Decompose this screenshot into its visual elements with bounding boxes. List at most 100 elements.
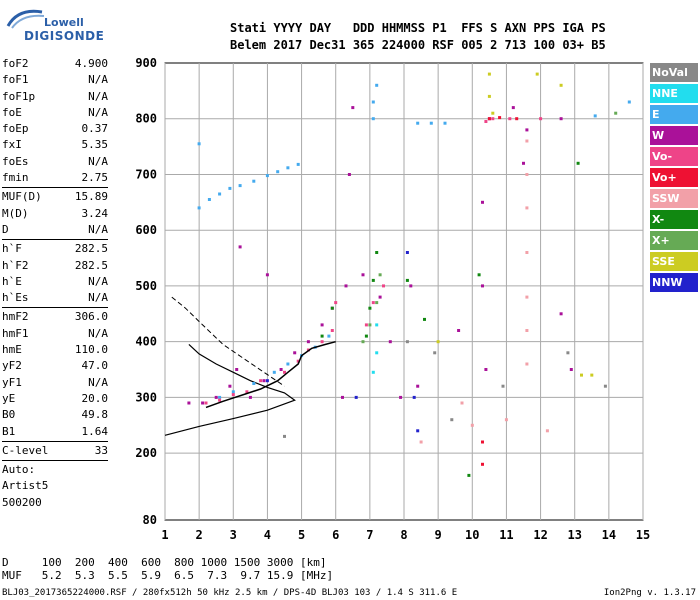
data-point-w [201, 401, 205, 405]
data-point-ssw [504, 418, 508, 422]
param-row: foF1 N/A [2, 72, 108, 88]
x-tick-label: 12 [533, 528, 547, 542]
chart-legend: NoVal NNE E W Vo- Vo+ SSW X- X+ SSE NNW [650, 63, 698, 294]
data-point-vo- [382, 284, 385, 288]
param-label: MUF(D) [2, 190, 42, 204]
data-point-e [207, 198, 211, 201]
param-label: h`Es [2, 291, 29, 305]
station-header: Stati YYYY DAY DDD HHMMSS P1 FFS S AXN P… [230, 20, 606, 54]
data-point-nnw [265, 379, 269, 383]
param-value: 49.8 [81, 408, 109, 422]
data-point-e [228, 186, 232, 190]
logo-swoosh-icon [6, 9, 45, 29]
data-point-noval [450, 418, 454, 422]
data-point-e [231, 390, 235, 394]
param-value: N/A [88, 222, 108, 236]
data-point-w [559, 117, 563, 121]
data-point-sse [487, 72, 491, 76]
param-row: 500200 [2, 495, 108, 511]
data-point-ssw [470, 423, 474, 427]
data-point-e [416, 121, 420, 125]
param-label: fxI [2, 138, 22, 152]
data-point-vo- [259, 379, 263, 383]
param-value: 3.24 [81, 206, 109, 220]
data-point-vo- [371, 301, 375, 305]
data-point-w [187, 401, 191, 405]
param-row: Auto: [2, 462, 108, 478]
data-point-w [248, 395, 252, 399]
param-value: N/A [88, 73, 108, 87]
data-point-nne [371, 370, 375, 374]
param-label: hmE [2, 343, 22, 357]
legend-item-nne: NNE [650, 84, 698, 103]
x-tick-label: 3 [230, 528, 237, 542]
param-label: fmin [2, 171, 29, 185]
param-row: hmE 110.0 [2, 342, 108, 358]
param-label: M(D) [2, 206, 29, 220]
param-label: D [2, 222, 9, 236]
data-point-vo- [320, 340, 324, 344]
data-point-e [276, 170, 280, 174]
data-point-w [457, 329, 461, 332]
param-label: h`F2 [2, 258, 29, 272]
param-row: foEp 0.37 [2, 121, 108, 137]
y-tick-label: 700 [135, 167, 157, 181]
data-point-vo- [283, 370, 286, 374]
y-tick-label: 600 [135, 223, 157, 237]
param-label: h`F [2, 242, 22, 256]
param-value: 15.89 [74, 190, 108, 204]
param-value: 2.75 [81, 171, 109, 185]
data-point-w [306, 340, 310, 344]
data-point-e [627, 100, 631, 104]
y-tick-label: 200 [135, 446, 157, 460]
data-point-sse [580, 373, 583, 377]
parameter-panel: foF2 4.900 foF1 N/A foF1p N/A foE N/A foEp 0.37 fx… [2, 56, 108, 511]
data-point-nne [375, 323, 379, 327]
header-labels: Stati YYYY DAY DDD HHMMSS P1 FFS S AXN P… [230, 21, 606, 35]
param-row: foF1p N/A [2, 89, 108, 105]
data-point-sse [559, 83, 563, 87]
data-point-vo- [487, 117, 491, 121]
data-point-nne [375, 351, 379, 355]
param-value: 110.0 [74, 343, 108, 357]
param-value: 1.64 [81, 424, 109, 438]
x-tick-label: 14 [602, 528, 616, 542]
data-point-sse [590, 373, 594, 377]
x-tick-label: 1 [161, 528, 168, 542]
param-label: hmF1 [2, 326, 29, 340]
param-value: N/A [88, 326, 108, 340]
param-value: 282.5 [74, 242, 108, 256]
param-label: foF1 [2, 73, 29, 87]
data-point-ssw [525, 362, 529, 366]
data-point-vo- [498, 116, 502, 120]
param-row: h`E N/A [2, 274, 108, 290]
data-point-w [481, 200, 484, 204]
data-point-w [484, 368, 488, 371]
y-tick-label: 300 [135, 390, 157, 404]
data-point-e [197, 206, 201, 210]
data-point-vo- [481, 440, 484, 444]
data-point-x- [364, 334, 368, 338]
data-point-nnw [416, 429, 420, 433]
x-tick-label: 5 [298, 528, 305, 542]
data-point-e [375, 83, 379, 87]
data-point-w [569, 368, 573, 371]
param-row: h`F 282.5 [2, 241, 108, 257]
data-point-vo- [334, 301, 338, 305]
data-point-ssw [545, 429, 549, 433]
data-point-vo- [364, 323, 368, 327]
data-point-w [279, 368, 283, 371]
data-point-e [252, 179, 256, 183]
param-row: foE N/A [2, 105, 108, 121]
data-point-e [218, 192, 222, 196]
data-point-e [429, 121, 433, 125]
param-value: 47.0 [81, 359, 109, 373]
header-values: Belem 2017 Dec31 365 224000 RSF 005 2 71… [230, 38, 606, 52]
data-point-w [378, 295, 382, 299]
legend-item-sse: SSE [650, 252, 698, 271]
data-point-vo- [481, 462, 484, 466]
scaled-trace-line [205, 340, 336, 409]
data-point-ssw [525, 329, 529, 332]
data-point-noval [405, 340, 409, 344]
